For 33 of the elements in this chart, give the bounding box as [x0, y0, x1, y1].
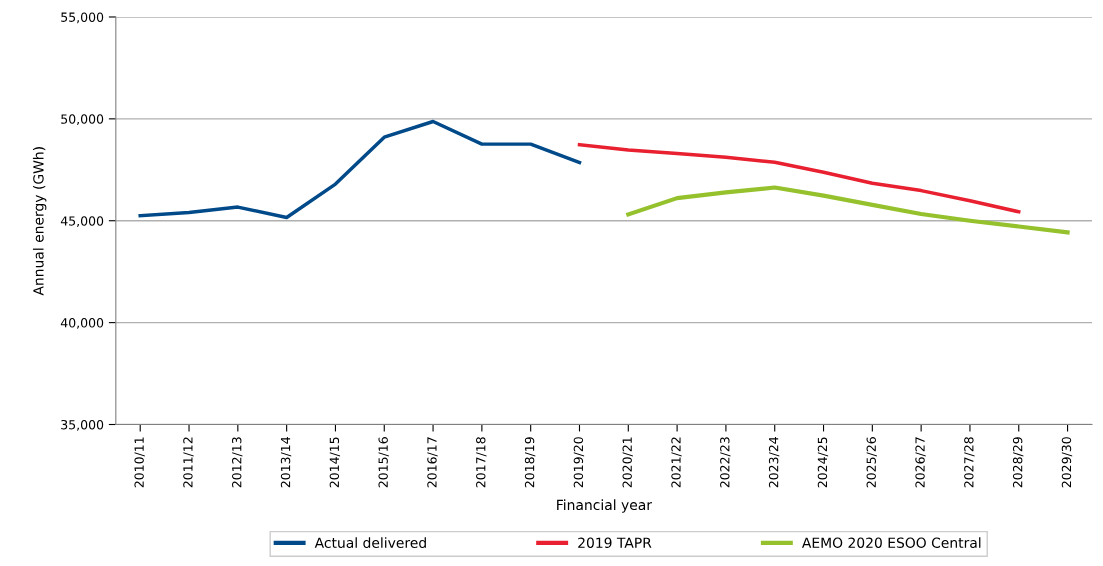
- x-tick-label: 2010/11: [134, 437, 145, 488]
- x-tick-label: 2012/13: [232, 437, 243, 488]
- x-tick-label: 2025/26: [866, 437, 877, 488]
- y-axis-title: Annual energy (GWh): [32, 147, 47, 296]
- x-tick-label: 2026/27: [915, 437, 926, 488]
- y-tick-label: 40,000: [60, 318, 104, 329]
- x-tick-label: 2019/20: [573, 437, 585, 488]
- legend-label: 2019 TAPR: [578, 537, 652, 548]
- x-tick-label: 2018/19: [524, 437, 536, 488]
- x-tick-label: 2014/15: [329, 437, 341, 488]
- x-tick-label: 2021/22: [671, 437, 682, 488]
- line-series: [626, 185, 1070, 235]
- x-axis-title: Financial year: [557, 499, 652, 513]
- legend-label: Actual delivered: [314, 537, 426, 548]
- x-tick-label: 2011/12: [183, 437, 194, 488]
- x-tick-label: 2016/17: [427, 437, 438, 488]
- legend-label: AEMO 2020 ESOO Central: [801, 537, 981, 548]
- y-tick-label: 55,000: [61, 12, 104, 24]
- x-tick-label: 2027/28: [964, 437, 975, 488]
- x-tick-label: 2015/16: [378, 437, 389, 488]
- line-series: [138, 119, 582, 220]
- x-tick-label: 2020/21: [622, 437, 633, 488]
- y-tick-label: 45,000: [60, 216, 104, 227]
- y-tick-label: 35,000: [61, 419, 104, 431]
- x-tick-label: 2017/18: [476, 437, 487, 488]
- x-tick-label: 2013/14: [280, 437, 292, 488]
- line-series: [577, 143, 1021, 214]
- x-tick-label: 2023/24: [768, 437, 780, 488]
- x-tick-label: 2024/25: [817, 437, 829, 488]
- x-tick-label: 2028/29: [1012, 437, 1024, 488]
- x-tick-label: 2029/30: [1061, 437, 1073, 488]
- y-tick-label: 50,000: [61, 114, 104, 126]
- x-tick-label: 2022/23: [720, 437, 731, 488]
